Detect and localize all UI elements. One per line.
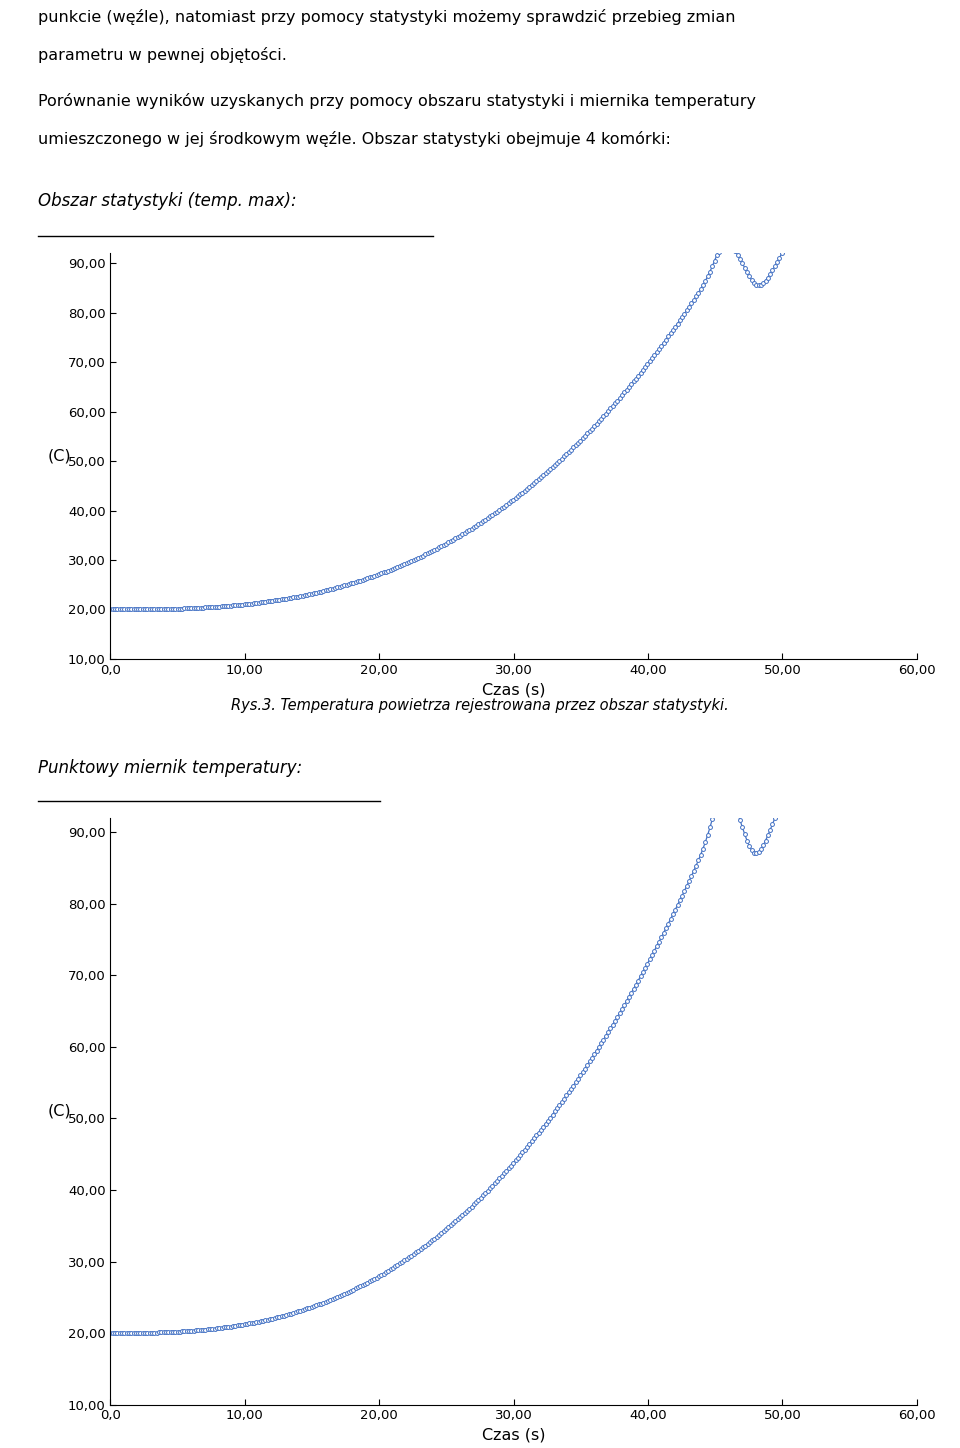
Text: Punktowy miernik temperatury:: Punktowy miernik temperatury: [38, 759, 302, 778]
Text: Porównanie wyników uzyskanych przy pomocy obszaru statystyki i miernika temperat: Porównanie wyników uzyskanych przy pomoc… [38, 93, 756, 109]
Text: punkcie (węźle), natomiast przy pomocy statystyki możemy sprawdzić przebieg zmia: punkcie (węźle), natomiast przy pomocy s… [38, 9, 736, 25]
Text: parametru w pewnej objętości.: parametru w pewnej objętości. [38, 46, 287, 62]
Text: umieszczonego w jej środkowym węźle. Obszar statystyki obejmuje 4 komórki:: umieszczonego w jej środkowym węźle. Obs… [38, 130, 671, 148]
Y-axis label: (C): (C) [48, 1103, 71, 1119]
Text: Obszar statystyki (temp. max):: Obszar statystyki (temp. max): [38, 193, 297, 210]
Text: Rys.3. Temperatura powietrza rejestrowana przez obszar statystyki.: Rys.3. Temperatura powietrza rejestrowan… [231, 698, 729, 714]
X-axis label: Czas (s): Czas (s) [482, 682, 545, 698]
X-axis label: Czas (s): Czas (s) [482, 1428, 545, 1444]
Y-axis label: (C): (C) [48, 449, 71, 463]
